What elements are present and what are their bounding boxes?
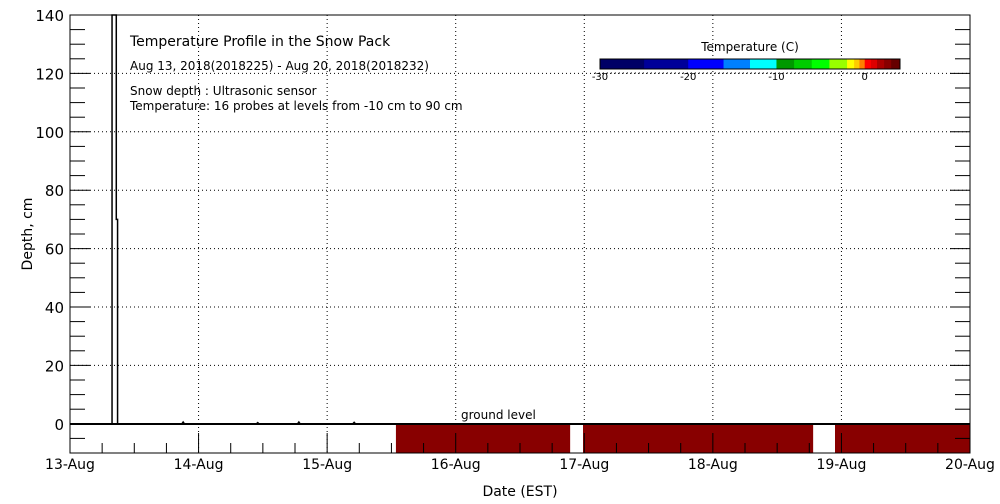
colorbar-tick-label: -30	[592, 72, 608, 83]
colorbar-tick-label: 0	[862, 72, 868, 83]
colorbar-frame	[599, 58, 901, 70]
x-tick-label: 15-Aug	[302, 457, 352, 473]
colorbar-title: Temperature (C)	[700, 40, 799, 54]
colorbar-swatch	[859, 59, 866, 69]
colorbar-swatch	[829, 59, 848, 69]
colorbar-swatch	[847, 59, 855, 69]
colorbar-swatch	[776, 59, 795, 69]
colorbar-swatch	[870, 59, 878, 69]
y-axis-label: Depth, cm	[20, 198, 36, 271]
temperature-segments	[395, 423, 970, 453]
colorbar-tick-label: -20	[680, 72, 696, 83]
colorbar-swatch	[891, 59, 901, 69]
x-tick-label: 13-Aug	[45, 457, 95, 473]
x-tick-label: 16-Aug	[431, 457, 481, 473]
colorbar-swatch	[811, 59, 830, 69]
y-tick-label: 60	[45, 241, 64, 259]
colorbar-swatch	[864, 59, 872, 69]
temperature-segment	[395, 423, 571, 453]
x-tick-label: 20-Aug	[945, 457, 995, 473]
ground-level-label: ground level	[461, 408, 536, 422]
colorbar-swatch	[794, 59, 813, 69]
colorbar-swatch	[854, 59, 860, 69]
grid	[70, 15, 970, 453]
x-tick-label: 19-Aug	[816, 457, 866, 473]
x-axis-label: Date (EST)	[482, 484, 557, 500]
note-temperature: Temperature: 16 probes at levels from -1…	[129, 99, 463, 113]
y-tick-label: 80	[45, 182, 64, 200]
colorbar-swatch	[750, 59, 777, 69]
x-tick-label: 17-Aug	[559, 457, 609, 473]
y-tick-label: 100	[35, 124, 64, 142]
colorbar-swatch	[877, 59, 885, 69]
y-tick-label: 140	[35, 7, 64, 25]
colorbar-swatch	[600, 59, 645, 69]
note-snow-depth: Snow depth : Ultrasonic sensor	[130, 84, 317, 98]
plot-frame	[69, 14, 971, 454]
x-tick-label: 14-Aug	[174, 457, 224, 473]
colorbar-swatch	[644, 59, 689, 69]
y-tick-label: 120	[35, 65, 64, 83]
series-lines	[70, 14, 396, 425]
y-tick-label: 40	[45, 299, 64, 317]
chart-title: Temperature Profile in the Snow Pack	[129, 34, 391, 50]
colorbar-swatch	[884, 59, 892, 69]
colorbar-swatch	[723, 59, 751, 69]
axes: 0 20 40 60 80 100 120 140 13-Aug 14-Aug 15-Aug 16-A…	[35, 7, 995, 473]
y-tick-label: 20	[45, 357, 64, 375]
chart-subtitle: Aug 13, 2018(2018225) - Aug 20, 2018(201…	[130, 59, 429, 73]
snow-depth-line	[70, 14, 396, 425]
x-tick-label: 18-Aug	[688, 457, 738, 473]
colorbar-tick-label: -10	[768, 72, 784, 83]
y-tick-label: 0	[54, 416, 64, 434]
colorbar: Temperature (C) -30 -20 -10 0	[592, 40, 905, 83]
temperature-segment	[835, 423, 970, 453]
temperature-segment	[583, 423, 814, 453]
colorbar-swatch	[688, 59, 725, 69]
